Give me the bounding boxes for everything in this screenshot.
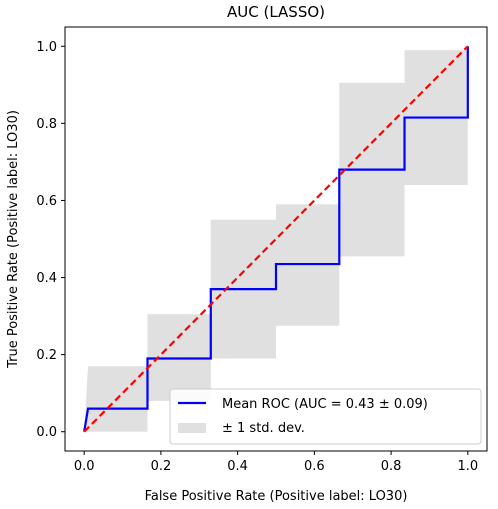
y-tick-label: 0.4 — [36, 271, 57, 286]
x-tick-label: 1.0 — [457, 459, 478, 474]
legend-std-band-label: ± 1 std. dev. — [222, 421, 305, 436]
x-tick-label: 0.2 — [151, 459, 172, 474]
chance-line — [83, 45, 469, 433]
legend-box — [169, 388, 482, 445]
y-axis-label: True Positive Rate (Positive label: LO30… — [6, 110, 21, 369]
plot-area — [83, 45, 469, 433]
chart-title: AUC (LASSO) — [227, 3, 325, 21]
y-axis: 0.0 0.2 0.4 0.6 0.8 1.0 — [36, 40, 65, 440]
y-tick-label: 1.0 — [36, 40, 57, 55]
y-tick-label: 0.6 — [36, 194, 57, 209]
x-tick-label: 0.4 — [227, 459, 248, 474]
y-tick-label: 0.8 — [36, 117, 57, 132]
x-tick-label: 0.6 — [304, 459, 325, 474]
mean-roc-line — [83, 46, 469, 432]
legend: Mean ROC (AUC = 0.43 ± 0.09) ± 1 std. de… — [169, 388, 482, 445]
legend-std-band-swatch — [178, 423, 206, 433]
x-tick-label: 0.0 — [74, 459, 95, 474]
x-axis: 0.0 0.2 0.4 0.6 0.8 1.0 — [74, 451, 478, 474]
plot-frame — [64, 26, 488, 452]
y-tick-label: 0.0 — [36, 425, 57, 440]
y-tick-label: 0.2 — [36, 348, 57, 363]
x-tick-label: 0.8 — [381, 459, 402, 474]
legend-mean-roc-label: Mean ROC (AUC = 0.43 ± 0.09) — [222, 397, 428, 412]
x-axis-label: False Positive Rate (Positive label: LO3… — [145, 489, 408, 504]
